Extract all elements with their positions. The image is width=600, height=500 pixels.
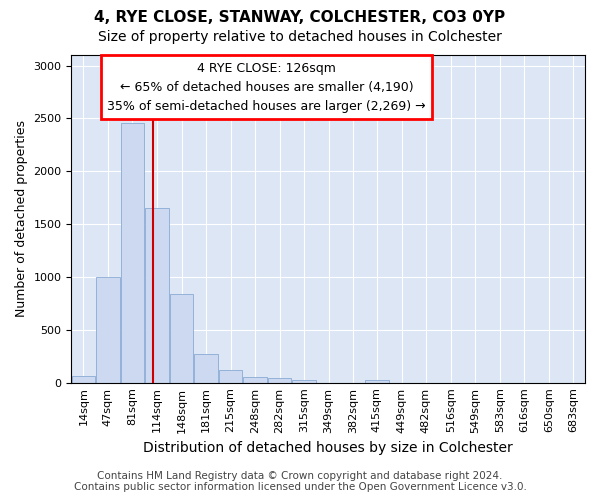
Bar xyxy=(71,376,95,382)
Bar xyxy=(218,370,242,382)
Text: Size of property relative to detached houses in Colchester: Size of property relative to detached ho… xyxy=(98,30,502,44)
Bar xyxy=(121,122,145,382)
Bar xyxy=(365,380,389,382)
Bar xyxy=(145,208,169,382)
Bar xyxy=(96,277,119,382)
Text: Contains HM Land Registry data © Crown copyright and database right 2024.
Contai: Contains HM Land Registry data © Crown c… xyxy=(74,471,526,492)
Bar xyxy=(243,377,266,382)
Text: 4, RYE CLOSE, STANWAY, COLCHESTER, CO3 0YP: 4, RYE CLOSE, STANWAY, COLCHESTER, CO3 0… xyxy=(94,10,506,25)
Bar xyxy=(292,380,316,382)
Bar xyxy=(170,294,193,382)
Bar xyxy=(268,378,292,382)
Bar xyxy=(194,354,218,382)
X-axis label: Distribution of detached houses by size in Colchester: Distribution of detached houses by size … xyxy=(143,441,513,455)
Text: 4 RYE CLOSE: 126sqm
← 65% of detached houses are smaller (4,190)
35% of semi-det: 4 RYE CLOSE: 126sqm ← 65% of detached ho… xyxy=(107,62,426,112)
Y-axis label: Number of detached properties: Number of detached properties xyxy=(15,120,28,318)
